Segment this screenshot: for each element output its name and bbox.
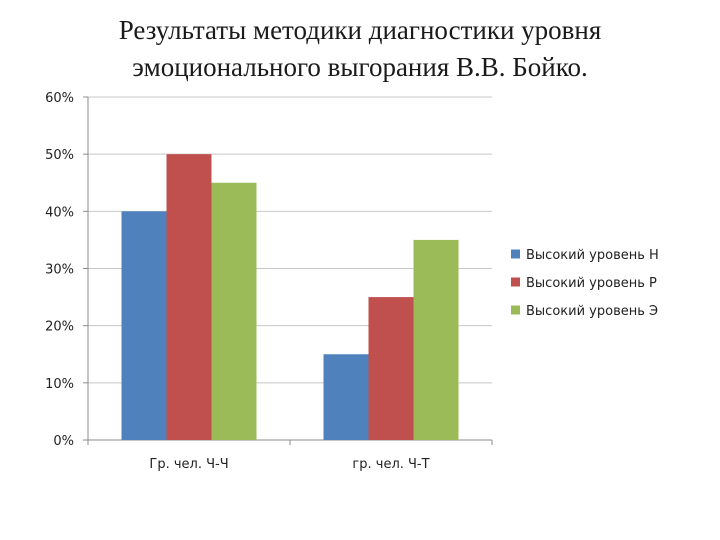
y-tick-label: 60% [45, 91, 74, 106]
chart-title-line-2: эмоционального выгорания В.В. Бойко. [132, 52, 588, 82]
y-tick-label: 50% [45, 148, 74, 163]
bar-2-category-1 [166, 154, 212, 440]
legend-label: Высокий уровень Н [526, 248, 659, 263]
chart-title-line-1: Результаты методики диагностики уровня [118, 15, 602, 45]
bar-1-category-1 [121, 211, 167, 440]
y-tick-label: 10% [45, 377, 74, 392]
bar-3-category-2 [413, 239, 459, 440]
chart-title: Результаты методики диагностики уровня э… [40, 12, 680, 86]
bar-1-category-2 [323, 354, 369, 440]
y-tick-label: 30% [45, 263, 74, 278]
legend-swatch [511, 249, 520, 259]
legend-label: Высокий уровень Р [526, 276, 657, 291]
y-tick-label: 20% [45, 320, 74, 335]
bar-3-category-1 [211, 182, 257, 440]
y-tick-label: 0% [53, 434, 74, 449]
y-tick-label: 40% [45, 205, 74, 220]
legend-swatch [511, 305, 520, 315]
legend-swatch [511, 277, 520, 287]
legend-label: Высокий уровень Э [526, 304, 658, 319]
x-tick-label: Гр. чел. Ч-Ч [149, 457, 228, 472]
x-tick-label: гр. чел. Ч-Т [352, 457, 429, 472]
bar-2-category-2 [368, 297, 414, 440]
